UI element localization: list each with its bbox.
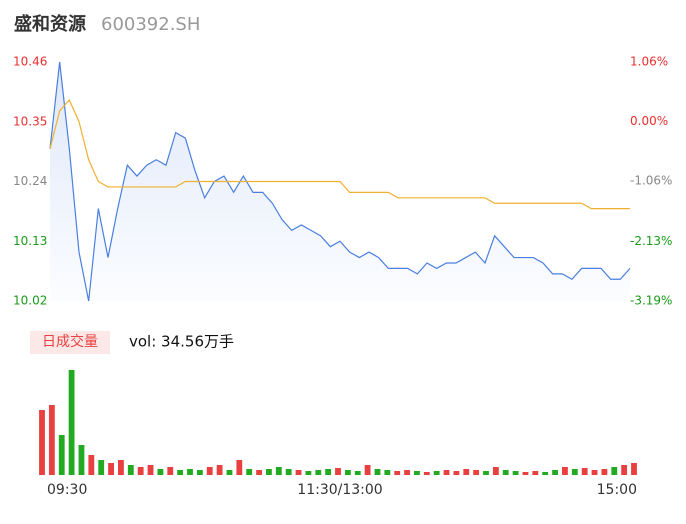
- volume-bar: [463, 469, 470, 475]
- volume-bar: [58, 435, 65, 475]
- volume-bar: [196, 470, 203, 475]
- y2-tick-label: 0.00%: [630, 114, 668, 128]
- volume-bar: [591, 470, 598, 475]
- volume-bar: [48, 405, 55, 475]
- volume-bar: [236, 460, 243, 475]
- volume-bar: [226, 470, 233, 475]
- volume-bar: [275, 467, 282, 475]
- y2-tick-label: -1.06%: [630, 174, 672, 188]
- volume-bar: [581, 468, 588, 475]
- volume-bar: [344, 470, 351, 475]
- volume-bar: [266, 469, 272, 475]
- average-line: [49, 98, 630, 210]
- volume-bar: [404, 470, 410, 475]
- volume-bar: [137, 467, 144, 475]
- price-line: [49, 61, 631, 302]
- volume-bar: [394, 471, 401, 475]
- y2-tick-label: -2.13%: [630, 234, 672, 248]
- volume-bar: [384, 470, 391, 475]
- volume-bar: [354, 471, 361, 475]
- volume-bar: [147, 465, 154, 475]
- volume-bar: [335, 468, 341, 475]
- volume-bar: [364, 465, 371, 475]
- volume-bar: [522, 472, 529, 475]
- volume-bar: [127, 465, 134, 475]
- price-area: [50, 62, 630, 301]
- y2-tick-label: -3.19%: [630, 294, 672, 308]
- volume-bar: [187, 469, 193, 475]
- volume-bar: [88, 455, 95, 475]
- volume-bar: [532, 471, 539, 475]
- volume-bar: [256, 470, 262, 475]
- y-tick-label: 10.02: [13, 294, 47, 308]
- volume-bar: [39, 410, 45, 475]
- volume-bar: [206, 467, 213, 475]
- volume-bar: [68, 370, 75, 475]
- x-tick-label: 11:30/13:00: [297, 482, 382, 498]
- volume-bar: [483, 471, 489, 475]
- volume-bar: [167, 467, 174, 475]
- volume-bar: [246, 469, 253, 475]
- volume-bar: [611, 467, 618, 475]
- volume-bar: [601, 469, 608, 475]
- volume-bar: [562, 467, 568, 475]
- volume-bar: [542, 472, 549, 475]
- volume-bar: [414, 471, 420, 475]
- y-tick-label: 10.35: [13, 114, 47, 128]
- volume-tag-bg: [30, 331, 110, 354]
- volume-bar: [295, 470, 302, 475]
- volume-bar: [108, 463, 114, 475]
- y-tick-label: 10.13: [13, 234, 47, 248]
- y-tick-label: 10.24: [13, 174, 47, 188]
- volume-bar: [423, 472, 430, 475]
- volume-bar: [443, 470, 450, 475]
- volume-title: 日成交量: [42, 333, 98, 350]
- subtitle: 600392.SH: [101, 14, 200, 35]
- volume-bar: [305, 471, 312, 475]
- title: 盛和资源: [14, 13, 86, 35]
- volume-bar: [157, 469, 164, 475]
- volume-bar: [492, 467, 499, 475]
- y-tick-label: 10.46: [13, 55, 47, 69]
- x-tick-label: 15:00: [597, 482, 637, 498]
- volume-bar: [118, 460, 124, 475]
- volume-bar: [473, 470, 480, 475]
- y2-tick-label: 1.06%: [630, 55, 668, 69]
- volume-bar: [78, 445, 85, 475]
- volume-bar: [177, 470, 184, 475]
- x-tick-label: 09:30: [47, 482, 87, 498]
- volume-label: vol: 34.56万手: [129, 333, 234, 351]
- volume-bar: [285, 469, 292, 475]
- volume-bar: [98, 460, 105, 475]
- volume-bar: [631, 463, 637, 475]
- volume-bar: [502, 470, 509, 475]
- volume-bar: [325, 469, 332, 475]
- volume-bar: [453, 471, 460, 475]
- volume-bar: [374, 469, 381, 475]
- volume-bar: [216, 465, 223, 475]
- volume-bar: [552, 470, 558, 475]
- volume-bar: [571, 469, 578, 475]
- volume-bar: [512, 471, 519, 475]
- volume-bar: [621, 465, 628, 475]
- volume-bar: [315, 470, 322, 475]
- volume-bar: [433, 471, 440, 475]
